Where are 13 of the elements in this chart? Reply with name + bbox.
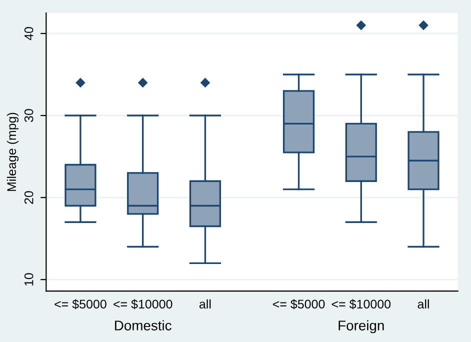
- x-tick-label: <= $10000: [114, 299, 172, 310]
- y-tick-label: 30: [24, 109, 34, 122]
- y-axis-title: Mileage (mpg): [6, 112, 19, 191]
- x-tick-label: all: [418, 299, 429, 309]
- text: Domestic: [115, 320, 172, 330]
- y-tick-label: 40: [24, 27, 34, 40]
- x-tick-label: <= $10000: [332, 299, 391, 310]
- y-tick-label: 10: [24, 273, 34, 286]
- y-tick-label: 20: [24, 191, 34, 204]
- x-tick-label: <= $5000: [272, 299, 325, 310]
- x-tick-label: all: [199, 299, 211, 309]
- text: Foreign: [338, 320, 384, 334]
- x-tick-label: <= $5000: [54, 299, 106, 310]
